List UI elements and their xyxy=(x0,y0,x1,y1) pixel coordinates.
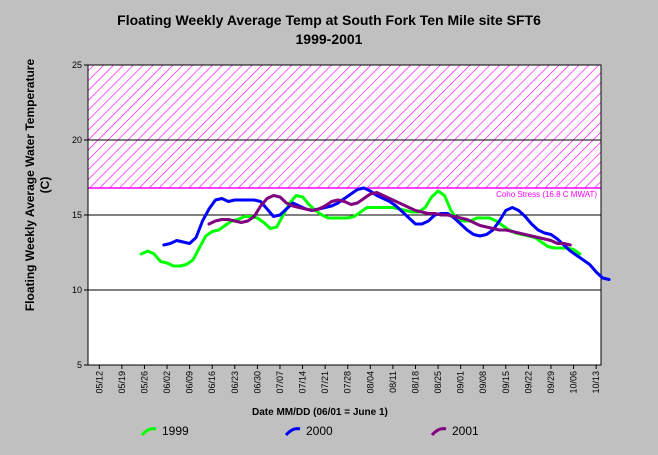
series-line-2001 xyxy=(207,191,572,247)
x-tick-label: 05/12 xyxy=(94,371,104,394)
x-tick-label: 06/16 xyxy=(207,371,217,394)
plot-frame xyxy=(87,64,602,366)
x-tick-label: 08/11 xyxy=(388,371,398,393)
coho-stress-label: Coho Stress (16.8 C MWAT) xyxy=(496,190,597,199)
x-tick-label: 09/08 xyxy=(478,371,488,394)
legend-swatch-2001 xyxy=(430,427,447,437)
x-tick-label: 06/02 xyxy=(162,371,172,394)
x-tick-label: 07/21 xyxy=(320,371,330,394)
chart-title: Floating Weekly Average Temp at South Fo… xyxy=(117,12,541,28)
series-line-2000 xyxy=(162,186,611,281)
y-tick-label: 15 xyxy=(72,210,82,220)
y-tick-label: 25 xyxy=(72,60,82,70)
series-line-1999 xyxy=(139,189,582,268)
chart-subtitle: 1999-2001 xyxy=(295,31,363,47)
x-tick-label: 09/29 xyxy=(546,371,556,394)
x-tick-label: 05/26 xyxy=(139,371,149,394)
y-tick-label: 10 xyxy=(72,285,82,295)
x-tick-label: 09/22 xyxy=(523,371,533,394)
legend-label-1999: 1999 xyxy=(162,424,189,438)
x-tick-label: 06/09 xyxy=(185,371,195,394)
legend-item-1999: 1999 xyxy=(140,424,189,438)
x-tick-label: 07/14 xyxy=(298,371,308,394)
x-axis-label: Date MM/DD (06/01 = June 1) xyxy=(252,407,388,418)
x-tick-label: 06/30 xyxy=(252,371,262,394)
x-tick-label: 10/13 xyxy=(591,371,601,394)
x-tick-label: 05/19 xyxy=(117,371,127,394)
legend-swatch-1999 xyxy=(140,427,157,437)
y-tick-label: 20 xyxy=(72,135,82,145)
legend-label-2001: 2001 xyxy=(452,424,479,438)
x-tick-label: 08/18 xyxy=(410,371,420,394)
x-tick-label: 09/15 xyxy=(501,371,511,394)
legend-swatch-2000 xyxy=(284,427,301,437)
x-tick-label: 08/25 xyxy=(433,371,443,394)
legend-label-2000: 2000 xyxy=(306,424,333,438)
legend-item-2000: 2000 xyxy=(284,424,333,438)
x-tick-label: 09/01 xyxy=(456,371,466,394)
x-tick-label: 07/07 xyxy=(275,371,285,394)
x-tick-label: 10/06 xyxy=(569,371,579,394)
coho-stress-zone xyxy=(88,65,601,188)
x-tick-label: 06/23 xyxy=(230,371,240,394)
x-tick-label: 08/04 xyxy=(365,371,375,394)
legend-item-2001: 2001 xyxy=(430,424,479,438)
y-tick-label: 5 xyxy=(77,360,82,370)
x-tick-label: 07/28 xyxy=(343,371,353,394)
